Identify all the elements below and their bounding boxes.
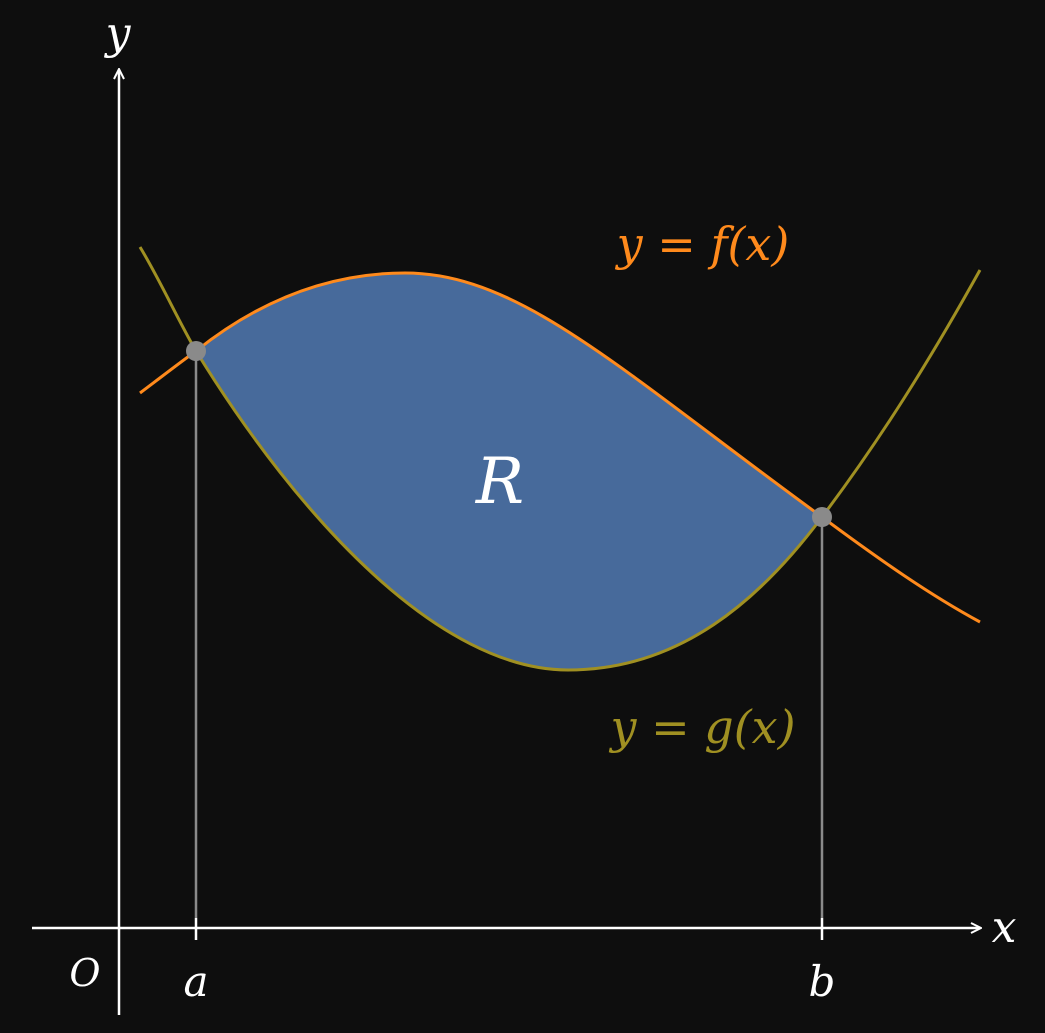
region-r xyxy=(196,273,822,670)
y-axis-label: y xyxy=(104,8,132,59)
intersection-point-a xyxy=(186,341,206,361)
region-label: R xyxy=(475,445,524,519)
f-curve-label: y = f(x) xyxy=(615,217,790,271)
origin-label: O xyxy=(69,951,100,995)
x-axis-label: x xyxy=(992,902,1017,953)
b-label: b xyxy=(809,957,836,1006)
g-curve-label: y = g(x) xyxy=(608,700,795,754)
intersection-point-b xyxy=(812,507,832,527)
a-label: a xyxy=(183,957,208,1006)
